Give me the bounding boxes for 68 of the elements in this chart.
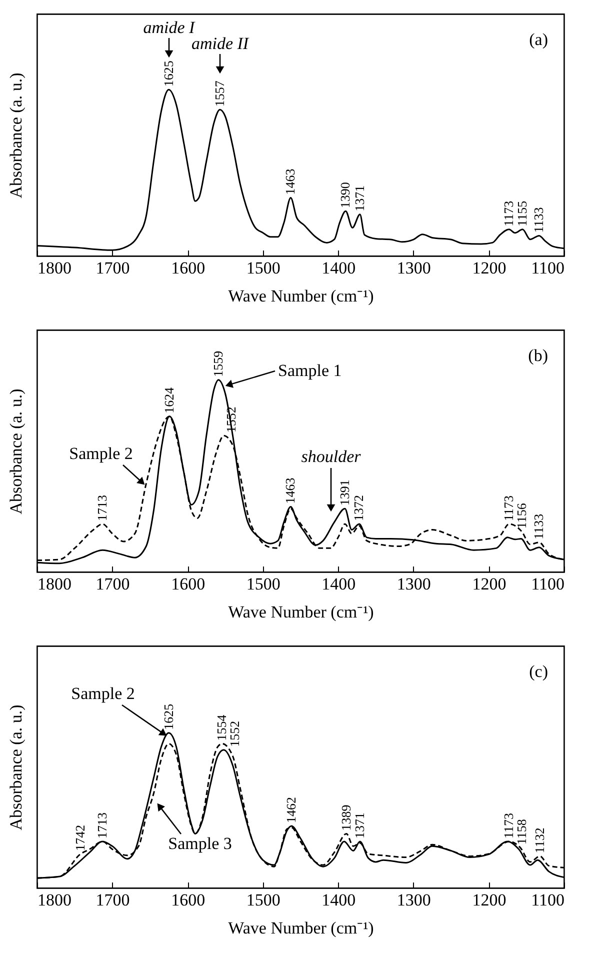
annotation: 1463 [282,478,298,504]
text: amide II [191,34,250,53]
annotation: 1173 [501,812,516,838]
annotation: Sample 2 [69,444,133,463]
x-tick-label: 1600 [171,890,206,910]
annotation: 1173 [501,495,516,521]
text: amide I [143,18,196,37]
annotation: 1156 [514,502,530,529]
annotation: 1133 [531,514,546,540]
annotation: 1552 [227,720,242,747]
annotation: 1625 [160,60,176,87]
x-tick-label: 1200 [472,258,506,278]
annotation: 1158 [514,819,530,845]
annotation: 1371 [352,185,367,212]
x-tick-label: 1500 [246,890,280,910]
x-axis-title: Wave Number (cm⁻¹) [228,918,374,938]
x-tick-label: 1800 [38,574,72,594]
annotation: 1554 [214,714,230,741]
annotation: 1132 [532,828,547,854]
annotation: 1391 [336,480,352,506]
x-tick-label: 1700 [96,890,130,910]
x-tick-label: 1500 [246,258,280,278]
annotation: 1624 [162,386,177,414]
annotation: 1742 [72,824,88,851]
annotation: 1372 [351,494,366,521]
annotation: 1625 [160,704,176,730]
x-tick-label: 1700 [96,574,130,594]
x-tick-label: 1800 [38,890,72,910]
x-tick-label: 1200 [472,890,506,910]
x-tick-label: 1400 [322,258,356,278]
annotation: 1463 [282,168,298,195]
x-axis-title: Wave Number (cm⁻¹) [228,286,374,306]
annotation: Sample 3 [168,834,232,853]
text: (a) [529,30,548,49]
y-axis-title: Absorbance (a. u.) [6,704,26,830]
y-axis-title: Absorbance (a. u.) [6,388,26,514]
x-tick-label: 1400 [322,574,356,594]
annotation: 1173 [501,200,516,226]
x-tick-label: 1600 [171,574,206,594]
annotation: 1462 [283,796,298,823]
x-tick-label: 1800 [38,258,72,278]
x-tick-label: 1500 [246,574,280,594]
x-tick-label: 1300 [396,574,431,594]
text: Sample 2 [71,684,135,703]
x-tick-label: 1200 [472,574,506,594]
annotation: 1371 [352,812,367,838]
annotation: 1713 [94,494,110,521]
annotation: 1155 [514,200,530,226]
text: (b) [528,346,548,365]
annotation: Sample 1 [278,361,342,380]
x-tick-label: 1100 [531,258,564,278]
x-tick-label: 1600 [171,258,206,278]
annotation: 1389 [338,804,354,831]
x-tick-label: 1400 [322,890,356,910]
annotation: 1713 [94,812,110,838]
x-tick-label: 1100 [531,890,564,910]
y-axis-title: Absorbance (a. u.) [6,72,26,198]
annotation: shoulder [301,447,362,466]
annotation: 1390 [338,182,353,208]
x-tick-label: 1100 [531,574,564,594]
x-axis-title: Wave Number (cm⁻¹) [228,602,374,622]
text: (c) [529,662,548,681]
annotation: 1557 [212,80,227,107]
x-tick-label: 1300 [396,890,431,910]
x-tick-label: 1700 [96,258,130,278]
annotation: 1133 [531,207,546,233]
annotation: 1559 [210,350,226,377]
x-tick-label: 1300 [396,258,431,278]
